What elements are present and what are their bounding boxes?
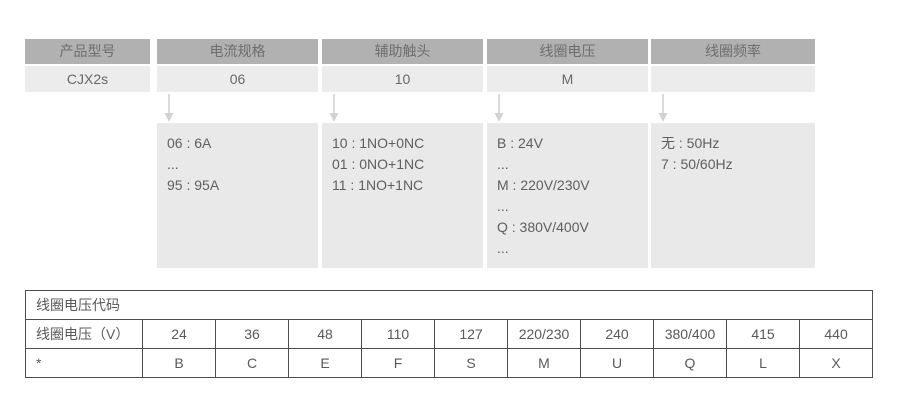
column-coil-voltage: 线圈电压 M B : 24V ... M : 220V/230V ... Q :…	[487, 39, 648, 269]
voltage-cell: 440	[798, 319, 874, 349]
column-header-coil-frequency: 线圈频率	[651, 39, 815, 64]
column-current-spec: 电流规格 06 06 : 6A ... 95 : 95A	[157, 39, 318, 269]
column-header-aux-contact: 辅助触头	[322, 39, 483, 64]
code-row-header: *	[25, 348, 143, 378]
coil-voltage-options: B : 24V ... M : 220V/230V ... Q : 380V/4…	[487, 123, 648, 268]
down-arrow-icon	[164, 94, 174, 122]
aux-contact-options: 10 : 1NO+0NC 01 : 0NO+1NC 11 : 1NO+1NC	[322, 123, 483, 268]
voltage-cell: 127	[434, 319, 508, 349]
code-cell: U	[580, 348, 654, 378]
code-cell: S	[434, 348, 508, 378]
voltage-cell: 240	[580, 319, 654, 349]
voltage-row: 线圈电压（V） 24 36 48 110 127 220/230 240 380…	[25, 319, 874, 349]
code-cell: M	[507, 348, 581, 378]
column-aux-contact: 辅助触头 10 10 : 1NO+0NC 01 : 0NO+1NC 11 : 1…	[322, 39, 483, 269]
voltage-cell: 220/230	[507, 319, 581, 349]
table-title: 线圈电压代码	[24, 290, 874, 320]
current-spec-options: 06 : 6A ... 95 : 95A	[157, 123, 318, 268]
table-title-row: 线圈电压代码	[24, 290, 874, 320]
value-product-model: CJX2s	[25, 66, 150, 92]
code-cell: B	[142, 348, 216, 378]
code-cell: E	[288, 348, 362, 378]
code-cell: Q	[653, 348, 727, 378]
value-current-spec: 06	[157, 66, 318, 92]
down-arrow-icon	[658, 94, 668, 122]
code-cell: X	[798, 348, 874, 378]
voltage-row-header: 线圈电压（V）	[25, 319, 143, 349]
value-aux-contact: 10	[322, 66, 483, 92]
voltage-cell: 24	[142, 319, 216, 349]
column-header-product-model: 产品型号	[25, 39, 150, 64]
voltage-cell: 110	[361, 319, 435, 349]
value-coil-voltage: M	[487, 66, 648, 92]
column-product-model: 产品型号 CJX2s	[25, 39, 150, 269]
down-arrow-icon	[494, 94, 504, 122]
column-header-current-spec: 电流规格	[157, 39, 318, 64]
coil-voltage-code-table: 线圈电压代码 线圈电压（V） 24 36 48 110 127 220/230 …	[24, 290, 874, 378]
voltage-cell: 48	[288, 319, 362, 349]
voltage-cell: 36	[215, 319, 289, 349]
coil-frequency-options: 无 : 50Hz 7 : 50/60Hz	[651, 123, 815, 268]
code-row: * B C E F S M U Q L X	[25, 348, 874, 378]
voltage-cell: 380/400	[653, 319, 727, 349]
column-header-coil-voltage: 线圈电压	[487, 39, 648, 64]
code-cell: L	[726, 348, 800, 378]
voltage-cell: 415	[726, 319, 800, 349]
value-coil-frequency	[651, 66, 815, 92]
code-cell: C	[215, 348, 289, 378]
code-cell: F	[361, 348, 435, 378]
column-coil-frequency: 线圈频率 无 : 50Hz 7 : 50/60Hz	[651, 39, 815, 269]
down-arrow-icon	[329, 94, 339, 122]
